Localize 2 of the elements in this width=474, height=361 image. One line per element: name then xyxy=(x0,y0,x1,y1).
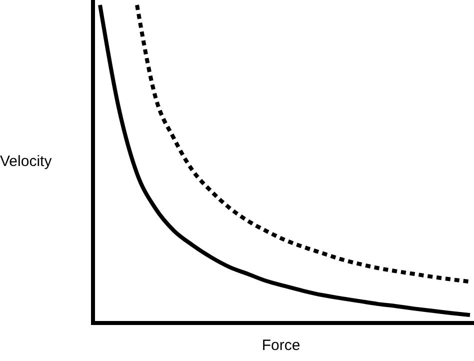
x-axis-title: Force xyxy=(262,337,300,354)
y-axis-title: Velocity xyxy=(0,152,52,170)
